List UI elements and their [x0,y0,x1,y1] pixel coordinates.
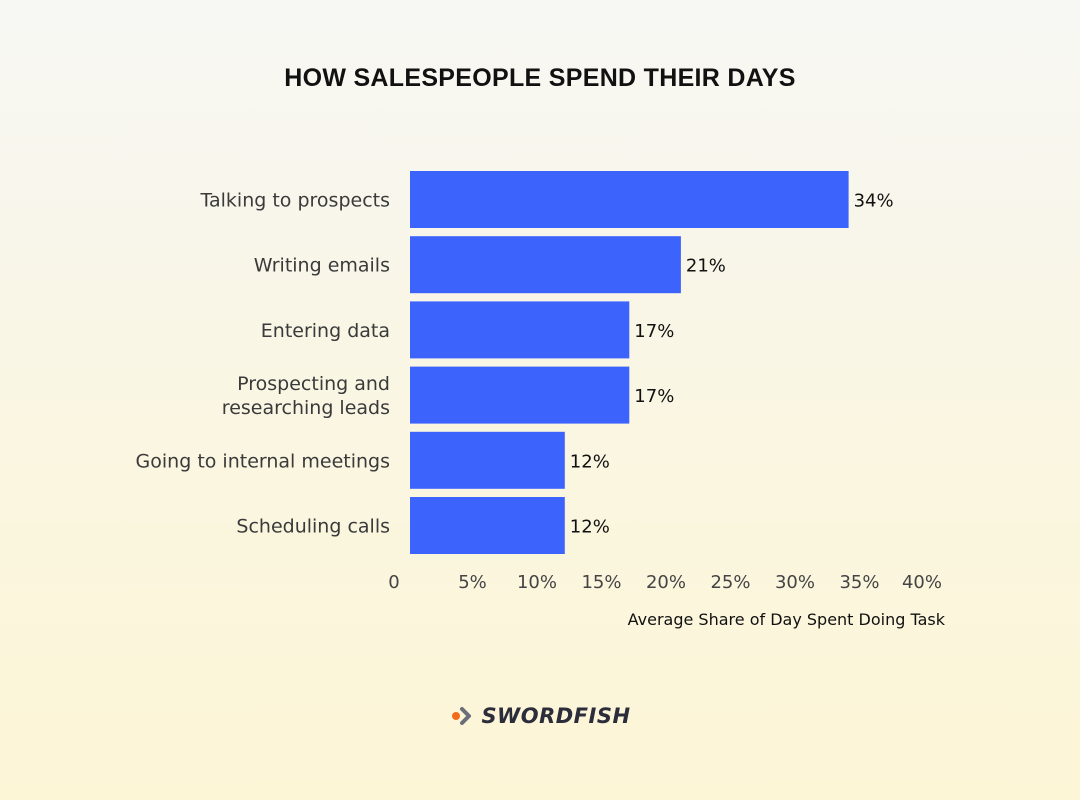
category-label: Prospecting and [237,373,390,395]
bar [410,301,630,359]
x-tick-label: 5% [458,572,487,593]
bar [410,236,681,294]
x-tick-label: 10% [517,572,557,593]
x-tick-label: 25% [710,572,750,593]
data-label: 17% [634,321,674,342]
bar [410,431,565,489]
category-label: Writing emails [254,255,390,277]
x-tick-label: 15% [581,572,621,593]
bar [410,366,630,424]
data-label: 17% [634,386,674,407]
swordfish-logo-icon [452,707,472,725]
category-label: Talking to prospects [200,190,390,212]
category-label: Scheduling calls [236,516,390,538]
data-label: 12% [570,451,610,472]
chart-title: HOW SALESPEOPLE SPEND THEIR DAYS [284,64,796,92]
x-tick-label: 20% [646,572,686,593]
x-tick-label: 30% [775,572,815,593]
x-axis-label: Average Share of Day Spent Doing Task [628,610,946,629]
bar [410,171,849,228]
category-label: Entering data [261,320,390,342]
data-label: 34% [854,191,894,212]
x-tick-label: 0 [388,572,399,593]
brand-name: SWORDFISH [481,704,631,728]
brand-logo: SWORDFISH [0,703,1080,729]
category-label: Going to internal meetings [136,450,390,472]
data-label: 12% [570,517,610,538]
data-label: 21% [686,256,726,277]
x-tick-label: 40% [902,572,942,593]
bar-chart: 34% Talking to prospects 21% Writing emails… [136,171,946,629]
category-label: researching leads [222,397,390,419]
x-tick-label: 35% [839,572,879,593]
bar [410,497,565,554]
